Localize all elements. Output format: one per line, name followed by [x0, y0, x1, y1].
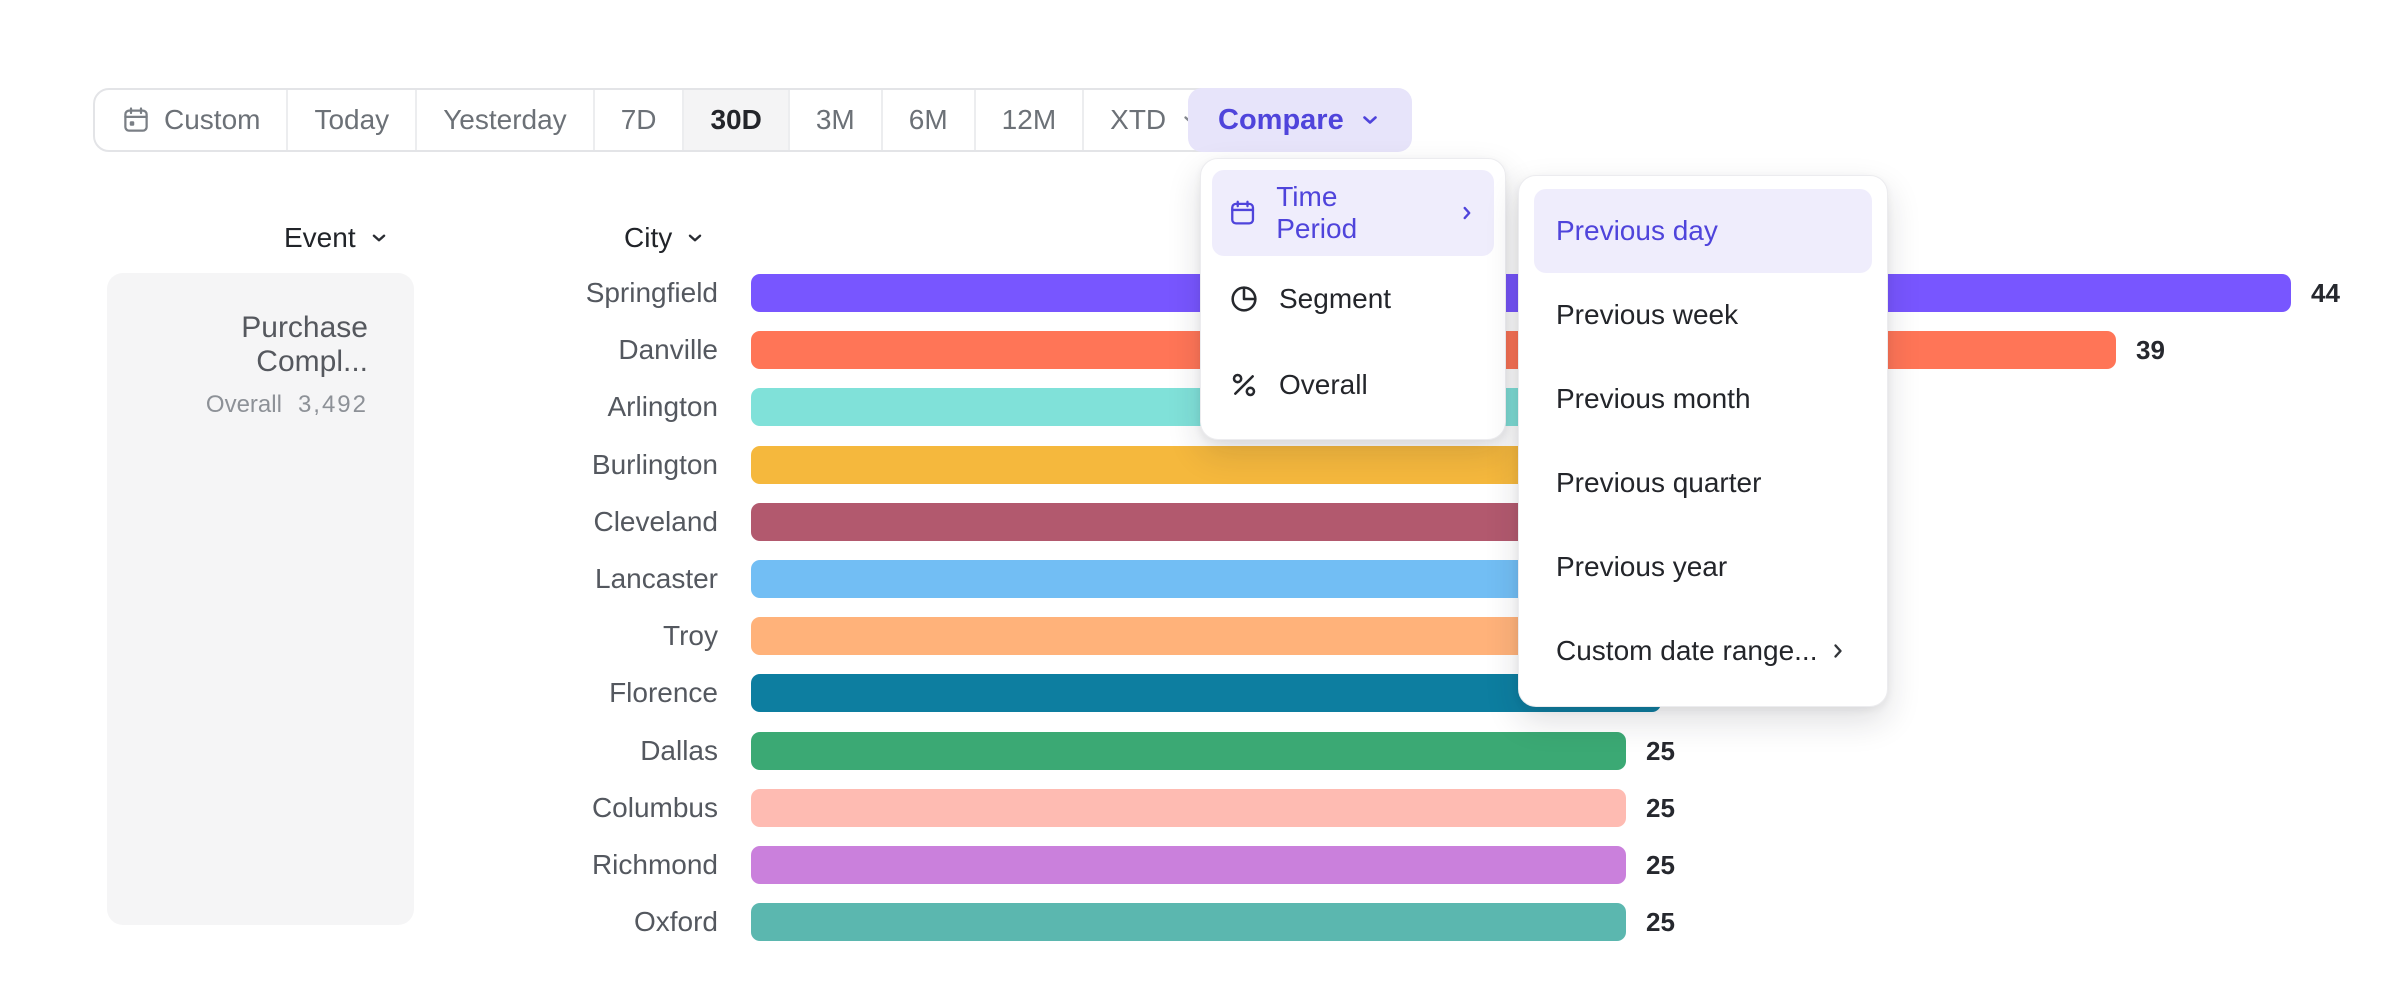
menu-item-overall[interactable]: Overall: [1212, 342, 1494, 428]
range-today[interactable]: Today: [288, 90, 418, 150]
submenu-item-previous-day[interactable]: Previous day: [1534, 189, 1872, 273]
chart-row: Oxford 25: [0, 903, 2394, 941]
range-label: 30D: [710, 104, 762, 135]
range-3m[interactable]: 3M: [790, 90, 883, 150]
range-7d[interactable]: 7D: [595, 90, 685, 150]
city-bar[interactable]: [751, 617, 1661, 655]
submenu-item-label: Custom date range...: [1556, 635, 1818, 666]
city-label: Burlington: [591, 449, 718, 480]
menu-item-label: Overall: [1279, 369, 1368, 400]
city-label: Lancaster: [595, 563, 718, 594]
chevron-right-icon: [1834, 644, 1842, 658]
range-label: Yesterday: [443, 104, 567, 135]
submenu-item-custom-date-range[interactable]: Custom date range...: [1534, 609, 1872, 693]
chart-row: Dallas 25: [0, 732, 2394, 770]
bar-value-label: 25: [1646, 850, 1675, 880]
city-bar[interactable]: [751, 732, 1626, 770]
range-label: XTD: [1110, 104, 1167, 135]
range-label: 3M: [815, 104, 855, 135]
menu-item-segment[interactable]: Segment: [1212, 256, 1494, 342]
calendar-icon: [1231, 200, 1255, 225]
city-label: Springfield: [585, 277, 718, 308]
city-bar[interactable]: [751, 789, 1626, 827]
date-range-toolbar: Custom Today Yesterday 7D 30D 3M 6M 12M …: [93, 88, 1232, 152]
range-12m[interactable]: 12M: [976, 90, 1085, 150]
submenu-item-previous-week[interactable]: Previous week: [1534, 273, 1872, 357]
range-label: 7D: [620, 104, 657, 135]
city-label: Arlington: [607, 391, 718, 422]
city-label: Dallas: [640, 735, 718, 766]
time-period-submenu: Previous day Previous week Previous mont…: [1518, 175, 1888, 707]
submenu-item-label: Previous month: [1556, 383, 1751, 414]
city-header-label: City: [624, 222, 673, 253]
event-column-header[interactable]: Event: [284, 221, 390, 255]
range-label: 6M: [908, 104, 948, 135]
city-label: Florence: [609, 677, 718, 708]
city-label: Danville: [618, 334, 718, 365]
submenu-item-label: Previous week: [1556, 299, 1739, 330]
range-label: 12M: [1001, 104, 1057, 135]
submenu-item-label: Previous quarter: [1556, 467, 1762, 498]
segment-icon: [1231, 286, 1257, 312]
chevron-down-icon: [1362, 116, 1377, 124]
menu-item-time-period[interactable]: Time Period: [1212, 170, 1494, 256]
submenu-item-previous-month[interactable]: Previous month: [1534, 357, 1872, 441]
compare-label: Compare: [1218, 103, 1344, 136]
submenu-item-label: Previous year: [1556, 551, 1728, 582]
city-column-header[interactable]: City: [624, 221, 706, 255]
submenu-item-previous-year[interactable]: Previous year: [1534, 525, 1872, 609]
event-name: Purchase Compl...: [241, 311, 368, 378]
menu-item-label: Segment: [1279, 283, 1392, 314]
city-bar[interactable]: [751, 674, 1661, 712]
city-label: Richmond: [591, 849, 718, 880]
chart-row: Florence: [0, 674, 2394, 712]
city-bar[interactable]: [751, 846, 1626, 884]
chevron-down-icon: [372, 234, 385, 242]
compare-button[interactable]: Compare: [1188, 88, 1412, 152]
range-label: Custom: [164, 104, 261, 135]
menu-item-label: Time Period: [1276, 181, 1358, 244]
event-header-label: Event: [284, 222, 356, 253]
bar-value-label: 44: [2311, 278, 2340, 308]
chart-row: Richmond 25: [0, 846, 2394, 884]
chevron-down-icon: [689, 234, 702, 242]
range-30d[interactable]: 30D: [684, 90, 790, 150]
city-label: Columbus: [591, 792, 718, 823]
range-custom[interactable]: Custom: [95, 90, 289, 150]
chevron-right-icon: [1463, 206, 1471, 220]
city-bar[interactable]: [751, 903, 1626, 941]
percent-icon: [1232, 373, 1256, 397]
compare-menu: Time Period Segment Overall: [1200, 158, 1506, 440]
overall-label: Overall: [205, 391, 282, 418]
chart-row: Troy: [0, 617, 2394, 655]
event-overall-row: Overall 3,492: [127, 391, 368, 419]
chart-row: Columbus 25: [0, 789, 2394, 827]
bar-value-label: 25: [1646, 736, 1675, 766]
city-label: Troy: [663, 620, 718, 651]
calendar-icon: [124, 107, 148, 132]
bar-value-label: 25: [1646, 793, 1675, 823]
event-card[interactable]: Purchase Compl... Overall 3,492: [107, 273, 414, 925]
bar-value-label: 39: [2136, 335, 2165, 365]
city-label: Oxford: [633, 906, 718, 937]
submenu-item-previous-quarter[interactable]: Previous quarter: [1534, 441, 1872, 525]
overall-value: 3,492: [297, 391, 368, 418]
range-yesterday[interactable]: Yesterday: [417, 90, 595, 150]
submenu-item-label: Previous day: [1556, 215, 1718, 246]
city-label: Cleveland: [593, 506, 718, 537]
range-label: Today: [314, 104, 390, 135]
bar-value-label: 25: [1646, 907, 1675, 937]
range-6m[interactable]: 6M: [883, 90, 976, 150]
